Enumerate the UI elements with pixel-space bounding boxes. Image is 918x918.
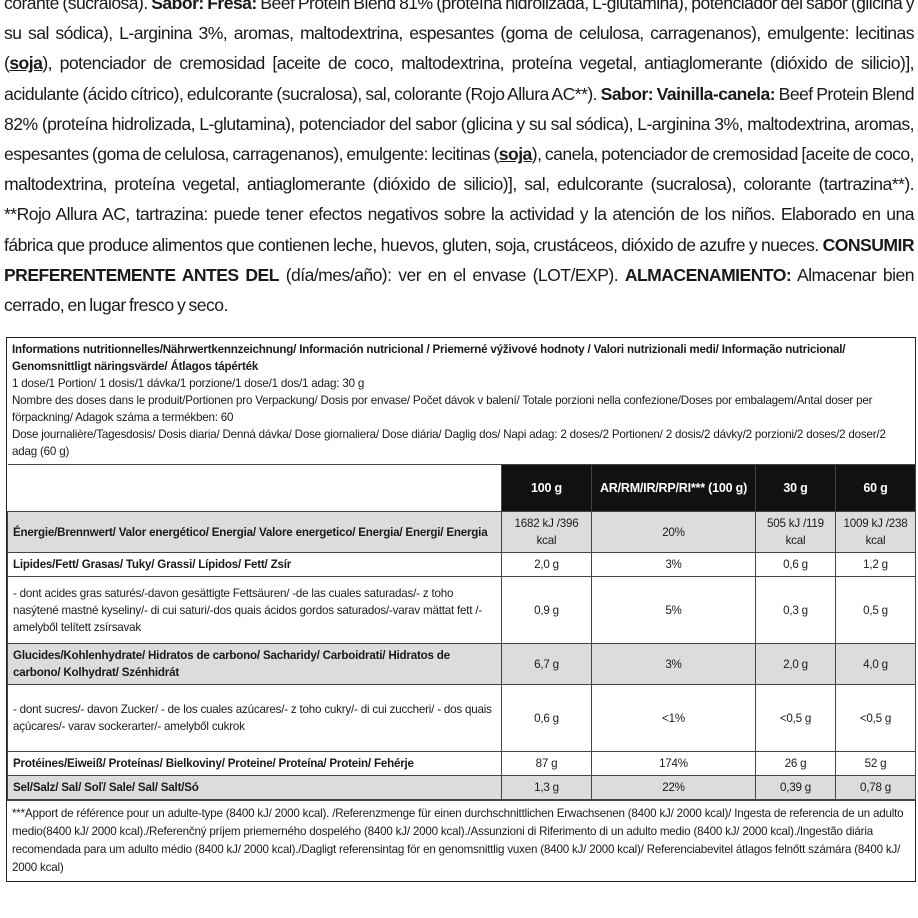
intro-line: 1 dose/1 Portion/ 1 dosis/1 dávka/1 porz… xyxy=(12,377,365,390)
nutrient-label: Sel/Salz/ Sal/ Soľ/ Sale/ Sal/ Salt/Só xyxy=(7,775,502,800)
nutrient-value: 3% xyxy=(591,552,756,577)
nutrient-value: <1% xyxy=(591,684,756,752)
nutrient-label: - dont acides gras saturés/-davon gesätt… xyxy=(7,576,502,644)
nutrient-row: Énergie/Brennwert/ Valor energético/ Ene… xyxy=(7,511,916,553)
nutrient-value: 52 g xyxy=(835,751,916,776)
text: Almacenar bien cerrado, en lugar fresco … xyxy=(4,264,915,316)
nutrient-value: 20% xyxy=(591,511,756,553)
nutrient-value: 87 g xyxy=(501,751,592,776)
nutrient-row: Lipides/Fett/ Grasas/ Tuky/ Grassi/ Lípi… xyxy=(7,552,916,577)
intro-line: Dose journalière/Tagesdosis/ Dosis diari… xyxy=(12,428,886,458)
header-cell: 60 g xyxy=(835,464,916,512)
allergen: soja xyxy=(498,144,533,165)
nutrient-row: - dont sucres/- davon Zucker/ - de los c… xyxy=(7,684,916,752)
nutrient-value: 0,6 g xyxy=(501,684,592,752)
nutrient-value: 0,78 g xyxy=(835,775,916,800)
flavor-heading: Sabor: Fresa: xyxy=(151,0,257,13)
nutrient-value: 1009 kJ /238 kcal xyxy=(835,511,916,553)
nutrient-value: 1,3 g xyxy=(501,775,592,800)
nutrient-value: 1682 kJ /396 kcal xyxy=(501,511,592,553)
nutrient-value: 4,0 g xyxy=(835,643,916,685)
nutrient-label: Protéines/Eiweiß/ Proteínas/ Bielkoviny/… xyxy=(7,751,502,776)
nutrient-value: 26 g xyxy=(755,751,836,776)
nutrient-row: - dont acides gras saturés/-davon gesätt… xyxy=(7,576,916,644)
footnote: ***Apport de référence pour un adulte-ty… xyxy=(7,800,915,881)
nutrient-value: 0,3 g xyxy=(755,576,836,644)
allergen: soja xyxy=(9,53,43,74)
header-cell: AR/RM/IR/RP/RI*** (100 g) xyxy=(591,464,756,512)
nutrient-value: 0,6 g xyxy=(755,552,836,577)
nutrient-value: <0,5 g xyxy=(835,684,916,752)
header-cell: 30 g xyxy=(755,464,836,512)
ingredients: corante (sucralosa). Sabor: Fresa: Beef … xyxy=(4,0,915,320)
header-cell xyxy=(7,464,502,512)
nutrient-value: 5% xyxy=(591,576,756,644)
nutrient-row: Glucides/Kohlenhydrate/ Hidratos de carb… xyxy=(7,643,916,685)
nutrition-intro: Informations nutritionnelles/Nährwertken… xyxy=(7,338,915,460)
nutrient-value: 505 kJ /119 kcal xyxy=(755,511,836,553)
best-before: CONSUMIR PREFERENTEMENTE ANTES DEL xyxy=(4,234,915,285)
nutrient-value: 1,2 g xyxy=(835,552,916,577)
nutrient-value: 2,0 g xyxy=(501,552,592,577)
nutrient-row: Protéines/Eiweiß/ Proteínas/ Bielkoviny/… xyxy=(7,751,916,776)
nutrition-box: Informations nutritionnelles/Nährwertken… xyxy=(6,337,916,882)
nutrient-value: 2,0 g xyxy=(755,643,836,685)
text: ), canela, potenciador de cremosidad [ac… xyxy=(4,144,915,255)
nutrient-label: - dont sucres/- davon Zucker/ - de los c… xyxy=(7,684,502,752)
nutrition-heading: Informations nutritionnelles/Nährwertken… xyxy=(12,343,846,373)
nutrient-value: 0,5 g xyxy=(835,576,916,644)
nutrient-value: 22% xyxy=(591,775,756,800)
nutrient-row: Sel/Salz/ Sal/ Soľ/ Sale/ Sal/ Salt/Só 1,… xyxy=(7,775,916,800)
nutrition-table: 100 g AR/RM/IR/RP/RI*** (100 g) 30 g 60 g É… xyxy=(7,464,916,800)
nutrient-value: 0,39 g xyxy=(755,775,836,800)
text: ), potenciador de cremosidad [aceite de … xyxy=(4,53,915,104)
nutrient-value: <0,5 g xyxy=(755,684,836,752)
header-row: 100 g AR/RM/IR/RP/RI*** (100 g) 30 g 60 g xyxy=(7,464,916,512)
intro-line: Nombre des doses dans le produit/Portion… xyxy=(12,394,873,424)
nutrient-value: 174% xyxy=(591,751,756,776)
nutrient-label: Glucides/Kohlenhydrate/ Hidratos de carb… xyxy=(7,643,502,685)
storage-heading: ALMACENAMIENTO: xyxy=(624,264,792,285)
text: Beef Protein Blend 81% (proteína hidroli… xyxy=(4,0,915,74)
text: corante (sucralosa). xyxy=(4,0,152,13)
text: (día/mes/año): ver en el envase (LOT/EXP… xyxy=(278,264,625,285)
nutrient-label: Énergie/Brennwert/ Valor energético/ Ene… xyxy=(7,511,502,553)
nutrient-label: Lipides/Fett/ Grasas/ Tuky/ Grassi/ Lípi… xyxy=(7,552,502,577)
header-cell: 100 g xyxy=(501,464,592,512)
nutrient-value: 0,9 g xyxy=(501,576,592,644)
text: Beef Protein Blend 82% (proteína hidroli… xyxy=(4,83,915,165)
flavor-heading: Sabor: Vainilla-canela: xyxy=(600,83,776,104)
nutrient-value: 3% xyxy=(591,643,756,685)
nutrient-value: 6,7 g xyxy=(501,643,592,685)
